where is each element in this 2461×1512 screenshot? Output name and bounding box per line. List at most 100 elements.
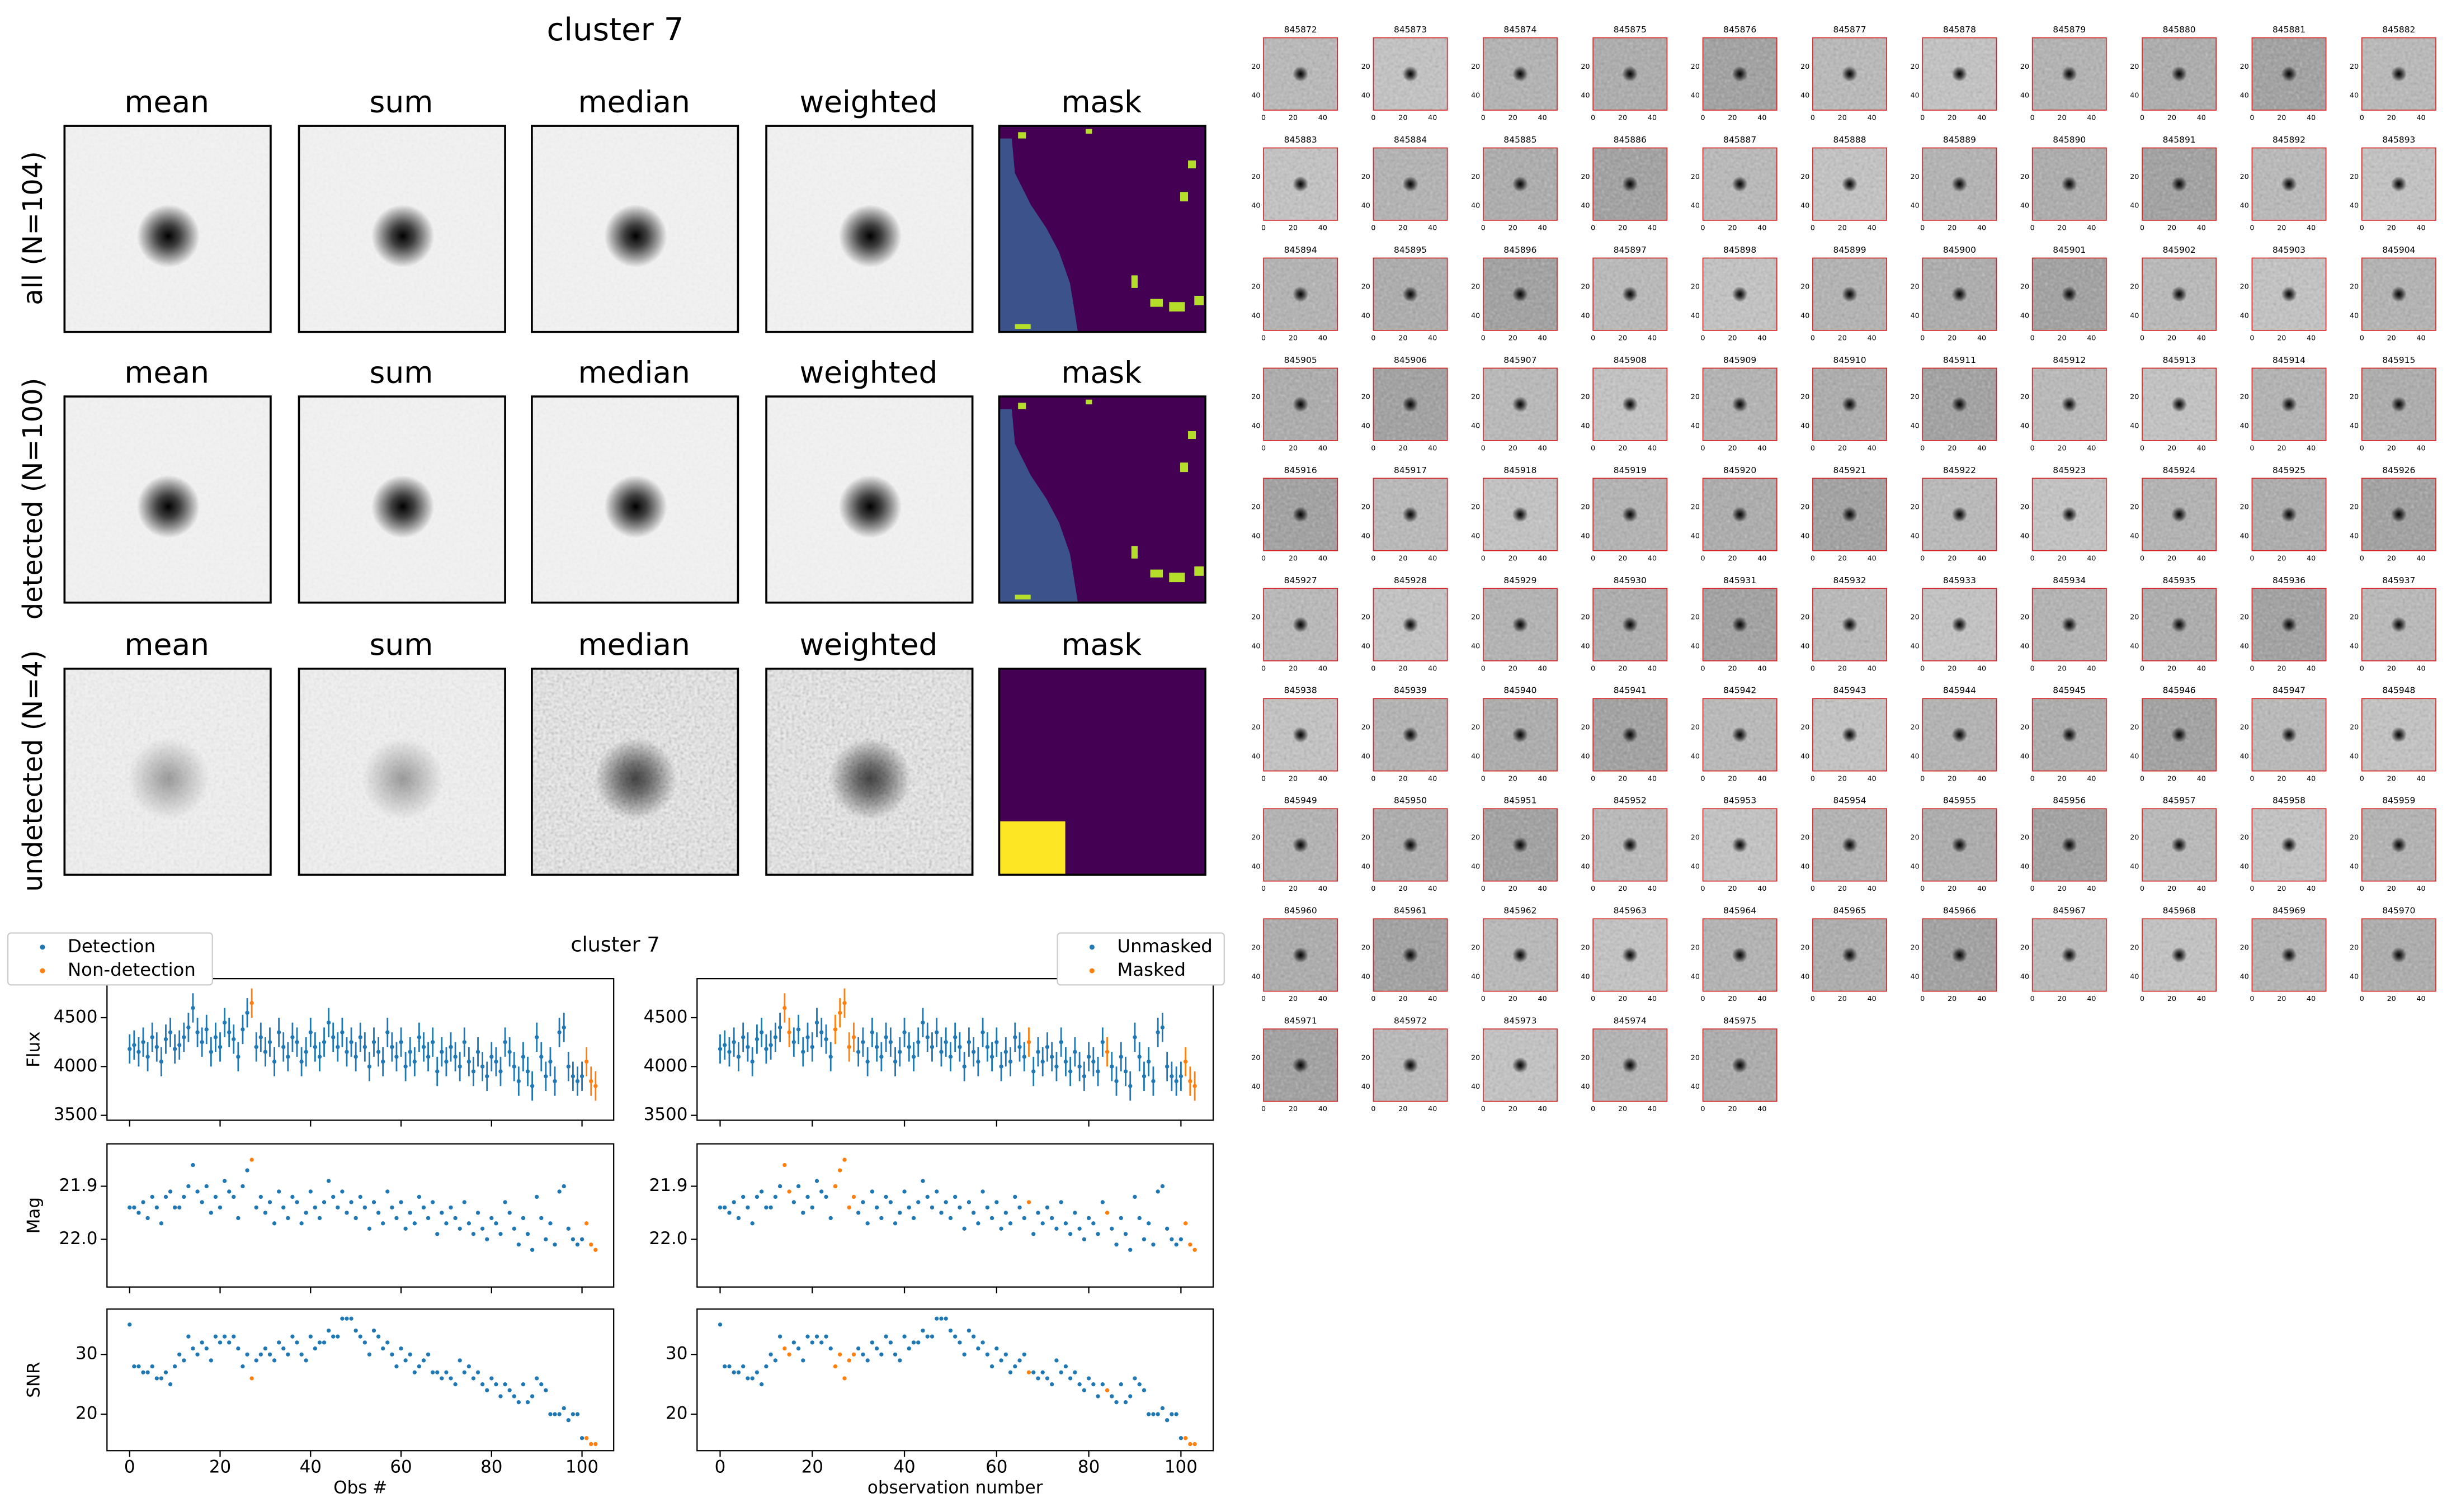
data-point — [308, 1030, 313, 1034]
thumbnail-frame — [1922, 918, 1997, 992]
thumbnail-frame — [1373, 37, 1448, 111]
thumbnail-y-tick-label: 40 — [1691, 972, 1700, 980]
thumbnail-y-tick-label: 20 — [1251, 1053, 1260, 1061]
thumbnail-y-tick-label: 40 — [1361, 752, 1370, 760]
data-point — [847, 1045, 851, 1050]
data-point — [971, 1334, 976, 1339]
thumbnail-x-tick-label: 0 — [1261, 333, 1266, 342]
thumbnail-x-tick-label: 0 — [1920, 223, 1925, 231]
thumbnail-x-tick-label: 40 — [2307, 333, 2316, 342]
thumbnail-frame — [2251, 918, 2327, 992]
data-point — [847, 1358, 851, 1363]
data-point — [824, 1334, 828, 1339]
thumbnail-x-tick-label: 0 — [1481, 1104, 1486, 1113]
thumbnail-x-tick-label: 40 — [1538, 223, 1547, 231]
y-axis-label: SNR — [23, 1362, 44, 1398]
data-point — [286, 1352, 290, 1357]
thumbnail-frame — [1592, 37, 1668, 111]
data-point — [566, 1418, 571, 1423]
data-point — [870, 1030, 875, 1034]
thumbnail-x-tick-label: 0 — [2030, 114, 2035, 122]
data-point — [856, 1346, 861, 1351]
data-point — [994, 1040, 999, 1045]
thumbnail-x-tick-label: 0 — [1371, 333, 1375, 342]
thumbnail-frame — [2361, 698, 2436, 772]
data-point — [232, 1194, 236, 1199]
thumbnail-x-tick-label: 20 — [1508, 884, 1517, 892]
data-point — [879, 1216, 884, 1221]
data-point — [746, 1045, 750, 1050]
data-point — [958, 1205, 962, 1210]
data-point — [367, 1064, 372, 1069]
thumbnail-x-tick-label: 20 — [2167, 774, 2176, 782]
data-point — [911, 1055, 916, 1059]
data-point — [358, 1194, 362, 1199]
thumbnail-x-tick-label: 0 — [1261, 884, 1266, 892]
data-point — [249, 1157, 254, 1162]
thumbnail-frame — [1373, 588, 1448, 662]
thumbnail-frame — [1482, 37, 1558, 111]
thumbnail-y-tick-label: 20 — [1251, 943, 1260, 951]
data-point — [362, 1340, 367, 1345]
thumbnail-y-tick-label: 40 — [2020, 641, 2029, 650]
thumbnail-y-tick-label: 20 — [1691, 503, 1700, 511]
data-point — [227, 1030, 232, 1034]
thumbnail-source — [2281, 726, 2297, 743]
legend-label: Detection — [68, 935, 155, 957]
data-point — [431, 1370, 435, 1374]
thumbnail-frame — [2251, 808, 2327, 882]
thumbnail-id: 845900 — [1943, 245, 1976, 255]
thumbnail-x-tick-label: 20 — [1728, 664, 1737, 672]
thumbnail-x-tick-label: 0 — [1811, 223, 1815, 231]
data-point — [435, 1370, 440, 1374]
data-point — [824, 1037, 828, 1042]
thumbnail-x-tick-label: 0 — [2360, 664, 2364, 672]
thumbnail-id: 845927 — [1284, 575, 1317, 585]
data-point — [163, 1370, 168, 1374]
data-point — [431, 1040, 435, 1045]
thumbnail-y-tick-label: 20 — [1581, 503, 1590, 511]
data-point — [579, 1074, 584, 1079]
data-point — [1031, 1370, 1036, 1374]
thumbnail-x-tick-label: 0 — [2030, 333, 2035, 342]
thumbnail-x-tick-label: 0 — [1261, 114, 1266, 122]
thumbnail-x-tick-label: 0 — [1591, 884, 1595, 892]
thumbnail-x-tick-label: 20 — [1398, 774, 1407, 782]
data-point — [136, 1050, 141, 1054]
data-point — [898, 1211, 902, 1215]
data-point — [902, 1334, 907, 1339]
stamp-source — [127, 738, 210, 820]
thumbnail-source — [2391, 837, 2407, 853]
thumbnail-source — [1951, 947, 1968, 963]
stamp-frame — [531, 395, 739, 604]
data-point — [1142, 1237, 1147, 1241]
data-point — [475, 1370, 480, 1374]
data-point — [503, 1040, 507, 1045]
data-point — [507, 1388, 512, 1393]
data-point — [530, 1394, 535, 1398]
data-point — [213, 1334, 218, 1339]
thumbnail-source — [2171, 507, 2187, 523]
thumbnail-id: 845880 — [2163, 25, 2196, 35]
data-point — [525, 1069, 530, 1074]
thumbnail-source — [1402, 396, 1418, 413]
data-point — [331, 1035, 336, 1040]
data-point — [1059, 1200, 1063, 1204]
thumbnail-x-tick-label: 40 — [1757, 223, 1766, 231]
thumbnail-frame — [1263, 257, 1338, 331]
thumbnail-y-tick-label: 20 — [2350, 172, 2359, 181]
thumbnail-x-tick-label: 20 — [2387, 994, 2396, 1003]
data-point — [805, 1035, 810, 1040]
data-point — [930, 1334, 935, 1339]
thumbnail-x-tick-label: 0 — [1920, 333, 1925, 342]
data-point — [435, 1069, 440, 1074]
data-point — [553, 1412, 557, 1416]
thumbnail-y-tick-label: 40 — [2130, 311, 2139, 319]
data-point — [444, 1370, 449, 1374]
thumbnail-id: 845948 — [2382, 686, 2415, 696]
thumbnail-frame — [1263, 808, 1338, 882]
thumbnail-frame — [1482, 257, 1558, 331]
data-point — [902, 1189, 907, 1194]
thumbnail-y-tick-label: 20 — [2240, 393, 2249, 401]
data-point — [985, 1352, 990, 1357]
